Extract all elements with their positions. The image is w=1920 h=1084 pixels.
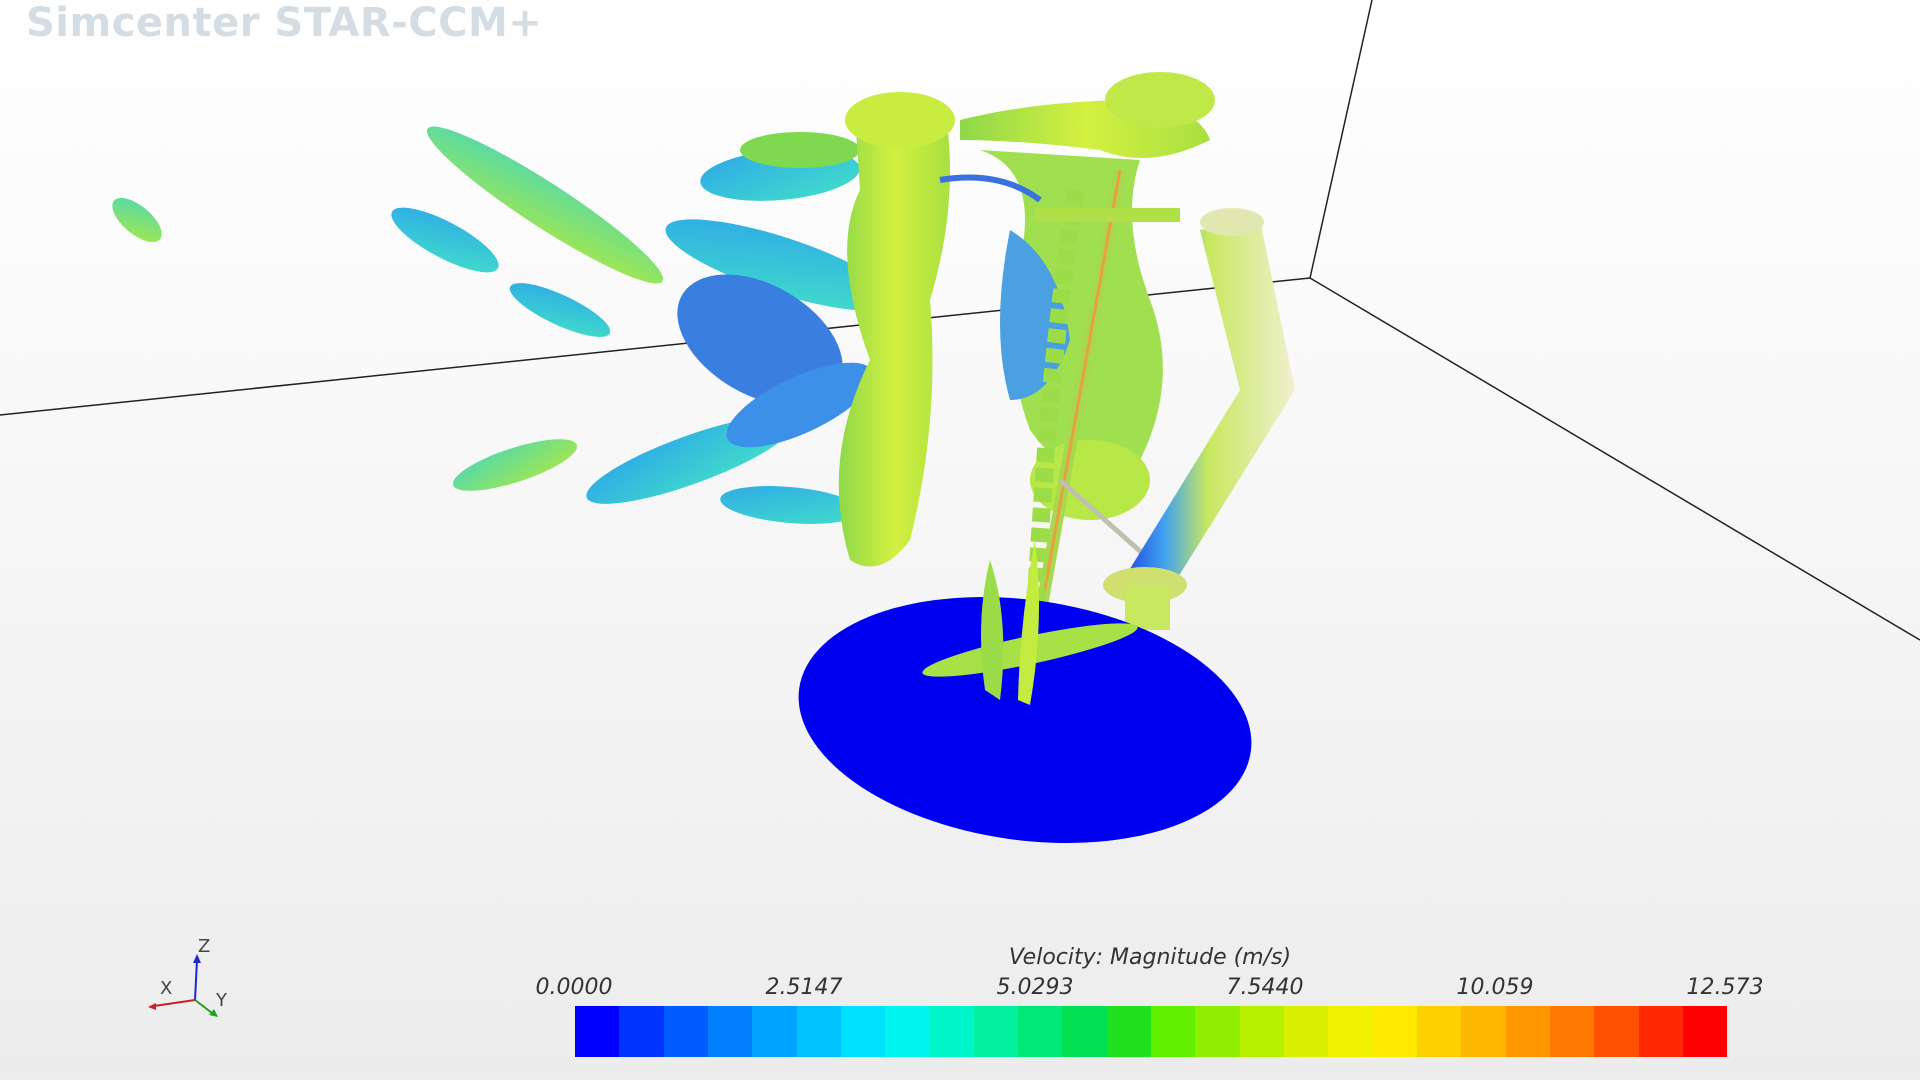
vortex-column-main [838, 72, 1215, 567]
color-scale-segment [973, 1006, 1019, 1057]
legend-tick: 0.0000 [535, 975, 613, 1000]
color-scale-segment [1638, 1006, 1683, 1057]
domain-outline [0, 0, 1920, 641]
color-scale-segment [1549, 1006, 1595, 1057]
color-scale-segment [1151, 1006, 1196, 1057]
color-scale-segment [1594, 1006, 1639, 1057]
color-scale-segment [885, 1006, 930, 1057]
color-scale-segment [796, 1006, 841, 1057]
color-scale-segment [1372, 1006, 1417, 1057]
triad-y-label: Y [216, 990, 227, 1011]
color-scale-segment [1106, 1006, 1152, 1057]
color-scale-segment [1416, 1006, 1462, 1057]
color-scale-segment [663, 1006, 708, 1057]
color-scale-segment [1328, 1006, 1373, 1057]
z-axis-arrow-icon [193, 954, 201, 963]
legend-tick: 5.0293 [996, 975, 1074, 1000]
color-scale-segment [1505, 1006, 1550, 1057]
color-scale-segment [1062, 1006, 1107, 1057]
triad-z-label: Z [198, 936, 211, 957]
color-scale-segment [929, 1006, 974, 1057]
color-scale-segment [1195, 1006, 1240, 1057]
orientation-triad [148, 954, 218, 1017]
color-scale-segment [1239, 1006, 1284, 1057]
color-scale-segment [619, 1006, 664, 1057]
triad-x-label: X [160, 978, 173, 999]
ground-disk [798, 597, 1252, 843]
color-scale-segment [840, 1006, 886, 1057]
color-scale-segment [1461, 1006, 1506, 1057]
legend-tick: 12.573 [1686, 975, 1764, 1000]
color-scale-segment [1682, 1006, 1728, 1057]
legend-tick: 2.5147 [765, 975, 843, 1000]
legend-tick: 7.5440 [1226, 975, 1304, 1000]
legend-tick: 10.059 [1456, 975, 1534, 1000]
color-scale-segment [1018, 1006, 1063, 1057]
legend-title: Velocity: Magnitude (m/s) [1008, 945, 1292, 970]
color-scale-bar [575, 1006, 1728, 1057]
vortex-isosurfaces-lower [922, 540, 1138, 705]
color-scale-segment [1284, 1006, 1329, 1057]
y-axis-arrow-icon [209, 1009, 218, 1017]
color-scale-segment [707, 1006, 753, 1057]
app-watermark: Simcenter STAR-CCM+ [26, 0, 543, 46]
vortex-isosurfaces-left [112, 126, 895, 524]
color-scale-segment [752, 1006, 797, 1057]
support-pipe [1103, 208, 1295, 630]
x-axis-arrow-icon [148, 1003, 156, 1010]
color-scale-segment [575, 1006, 620, 1057]
